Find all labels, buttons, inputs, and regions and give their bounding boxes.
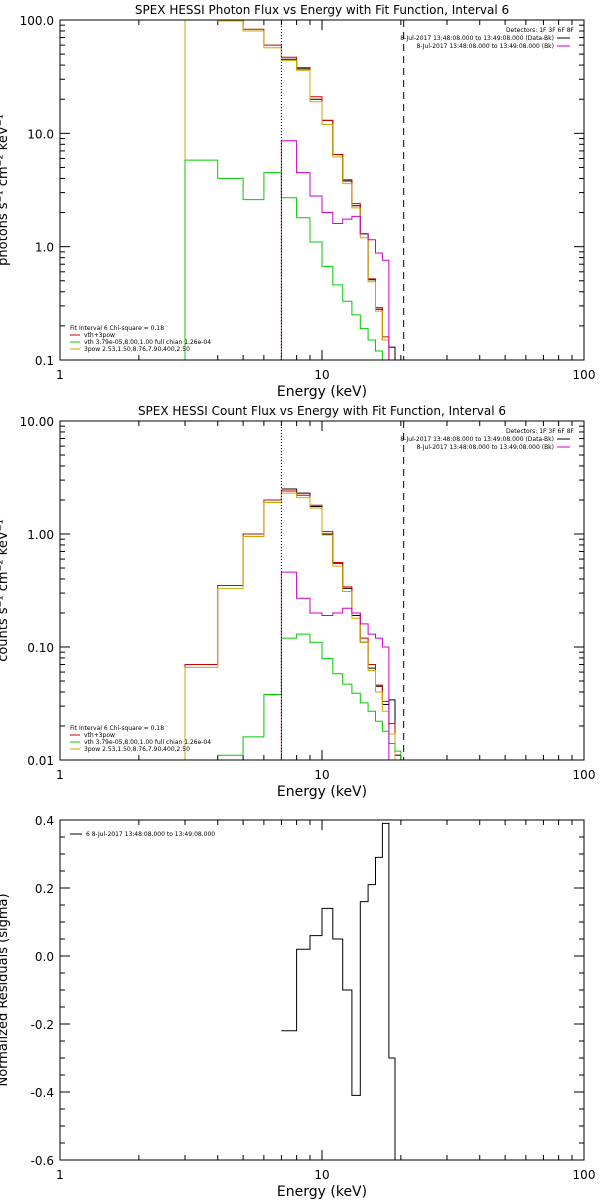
x-tick-label: 100 bbox=[573, 768, 596, 782]
y-tick-label: 0.4 bbox=[35, 814, 54, 828]
chart-title: SPEX HESSI Count Flux vs Energy with Fit… bbox=[138, 404, 506, 418]
x-axis-label: Energy (keV) bbox=[277, 1184, 367, 1200]
y-tick-label: -0.2 bbox=[31, 1018, 54, 1032]
legend-item-label: vth 3.79e-05,8.00,1.00 full chian 1.26e-… bbox=[84, 739, 211, 746]
y-axis-label: photons s⁻¹ cm⁻² keV⁻¹ bbox=[0, 114, 11, 266]
legend-item-label: vth 3.79e-05,8.00,1.00 full chian 1.26e-… bbox=[84, 339, 211, 346]
series-5-line bbox=[280, 140, 390, 360]
plot-frame bbox=[59, 819, 585, 1161]
legend-item-label: 3pow 2.53,1.50,8.76,7.90,400,2.50 bbox=[84, 346, 190, 353]
y-tick-label: 0.10 bbox=[27, 641, 54, 655]
series-3-line bbox=[184, 492, 417, 760]
series-4-line bbox=[184, 159, 407, 360]
x-tick-label: 1 bbox=[56, 1168, 64, 1182]
chart-panel-2: SPEX HESSI Count Flux vs Energy with Fit… bbox=[0, 404, 595, 800]
chart-title: SPEX HESSI Photon Flux vs Energy with Fi… bbox=[135, 3, 509, 17]
chart-panel-1: SPEX HESSI Photon Flux vs Energy with Fi… bbox=[0, 3, 595, 400]
series-3-line bbox=[184, 20, 407, 360]
legend-item-label: 8-Jul-2017 13:48:08.000 to 13:49:08.000 … bbox=[400, 436, 554, 443]
legend-item-label: 8-Jul-2017 13:48:08.000 to 13:49:08.000 … bbox=[416, 43, 554, 50]
y-tick-label: 100.0 bbox=[20, 14, 54, 28]
y-tick-label: 0.0 bbox=[35, 950, 54, 964]
x-tick-label: 10 bbox=[314, 768, 329, 782]
x-tick-label: 1 bbox=[56, 768, 64, 782]
legend-item-label: 8-Jul-2017 13:48:08.000 to 13:49:08.000 … bbox=[416, 444, 554, 451]
series-1-line bbox=[281, 822, 407, 1160]
y-tick-label: 0.01 bbox=[27, 754, 54, 768]
x-tick-label: 1 bbox=[56, 368, 64, 382]
legend-item-label: vth+3pow bbox=[84, 732, 115, 739]
legend-fit-header: Fit Interval 6 Chi-square = 0.18 bbox=[70, 725, 164, 732]
y-tick-label: -0.6 bbox=[31, 1154, 54, 1168]
series-2-line bbox=[184, 490, 417, 760]
legend-detectors: Detectors: 1F 3F 6F 8F bbox=[506, 27, 575, 34]
plot-frame bbox=[59, 19, 585, 361]
legend-item-label: 6 8-Jul-2017 13:48:08.000 to 13:49:08.00… bbox=[86, 831, 215, 838]
x-tick-label: 100 bbox=[573, 368, 596, 382]
y-tick-label: -0.4 bbox=[31, 1086, 54, 1100]
y-tick-label: 0.1 bbox=[35, 354, 54, 368]
legend-detectors: Detectors: 1F 3F 6F 8F bbox=[506, 428, 575, 435]
legend-item-label: 8-Jul-2017 13:48:08.000 to 13:49:08.000 … bbox=[400, 35, 554, 42]
y-tick-label: 1.0 bbox=[35, 241, 54, 255]
y-axis-label: Normalized Residuals (sigma) bbox=[0, 893, 11, 1086]
legend-item-label: vth+3pow bbox=[84, 332, 115, 339]
x-tick-label: 10 bbox=[314, 1168, 329, 1182]
x-axis-label: Energy (keV) bbox=[277, 384, 367, 400]
y-tick-label: 0.2 bbox=[35, 882, 54, 896]
x-tick-label: 100 bbox=[573, 1168, 596, 1182]
series-5-line bbox=[280, 571, 390, 760]
y-axis-label: counts s⁻¹ cm⁻² keV⁻¹ bbox=[0, 519, 11, 662]
series-1-line bbox=[281, 488, 417, 760]
y-tick-label: 10.0 bbox=[27, 127, 54, 141]
legend-fit-header: Fit Interval 6 Chi-square = 0.18 bbox=[70, 325, 164, 332]
x-tick-label: 10 bbox=[314, 368, 329, 382]
series-4-line bbox=[217, 633, 417, 760]
y-tick-label: 1.00 bbox=[27, 528, 54, 542]
x-axis-label: Energy (keV) bbox=[277, 784, 367, 800]
series-1-line bbox=[281, 58, 407, 360]
legend-item-label: 3pow 2.53,1.50,8.76,7.90,400,2.50 bbox=[84, 746, 190, 753]
chart-panel-3: 1 10 100 Energy (keV) -0.6 -0.4 -0.2 0.0 0.2 0.4 N… bbox=[0, 814, 595, 1200]
plot-frame bbox=[59, 420, 585, 761]
y-tick-label: 10.00 bbox=[20, 415, 54, 429]
